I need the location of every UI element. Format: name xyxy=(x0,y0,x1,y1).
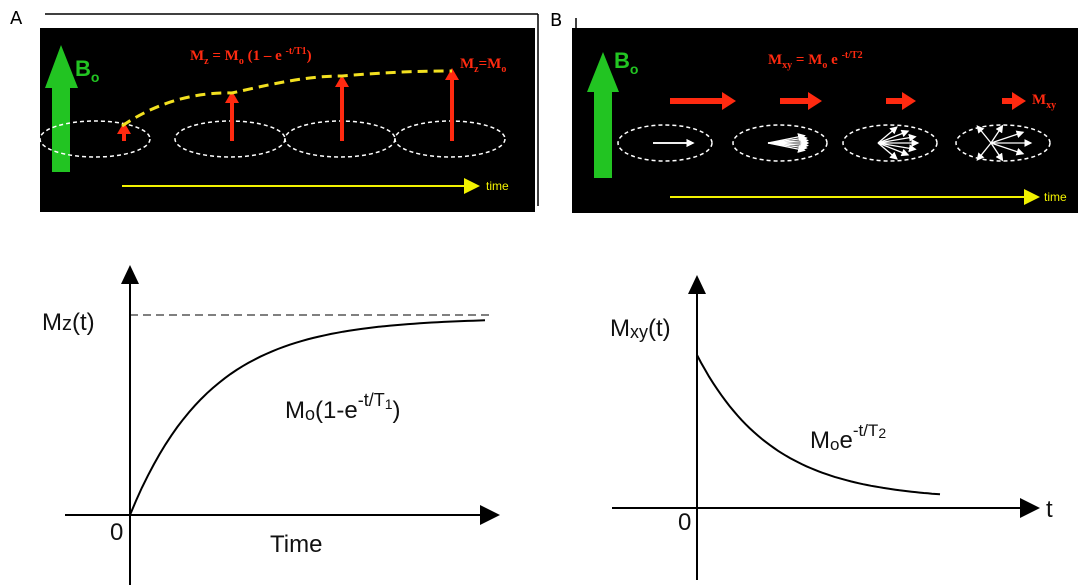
decay-curve xyxy=(697,355,940,494)
origin-label: 0 xyxy=(110,519,123,546)
axis-label: time xyxy=(1044,190,1067,204)
formula: Mo(1-e-t/T1) xyxy=(285,390,401,424)
y-axis-label: Mz(t) xyxy=(42,309,95,336)
formula: Moe-t/T2 xyxy=(810,421,886,454)
figure: A Bo Mz = Mo (1 – e -t/T1) Mz=Mo time B … xyxy=(0,0,1081,585)
axis-arrow xyxy=(121,265,139,284)
axis-arrow xyxy=(688,275,706,294)
x-axis-label: t xyxy=(1046,496,1053,523)
axis-arrow xyxy=(1020,498,1040,518)
axis-arrow xyxy=(480,505,500,525)
panel-label: B xyxy=(550,10,562,31)
axis-label: time xyxy=(486,179,509,193)
x-axis-label: Time xyxy=(270,531,322,558)
origin-label: 0 xyxy=(678,509,691,536)
page: {"panel_a": {"label": "A", "field": ["B"… xyxy=(0,0,1081,585)
panel-label: A xyxy=(10,8,23,29)
y-axis-label: Mxy(t) xyxy=(610,315,671,342)
panel-background xyxy=(572,28,1078,213)
